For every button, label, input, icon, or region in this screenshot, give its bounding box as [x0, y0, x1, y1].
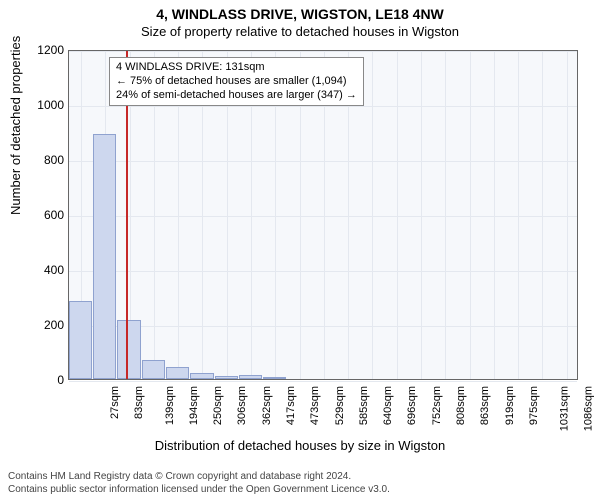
footer-line-2: Contains public sector information licen…	[8, 484, 390, 497]
grid-line-h	[69, 271, 577, 272]
footer-attribution: Contains HM Land Registry data © Crown c…	[8, 471, 390, 496]
x-tick-label: 417sqm	[285, 386, 297, 425]
x-tick-label: 1031sqm	[559, 386, 571, 431]
grid-line-v	[567, 51, 568, 379]
x-tick-label: 640sqm	[382, 386, 394, 425]
x-tick-label: 473sqm	[309, 386, 321, 425]
grid-line-v	[470, 51, 471, 379]
x-tick-label: 1086sqm	[583, 386, 595, 431]
x-tick-label: 362sqm	[261, 386, 273, 425]
grid-line-h	[69, 161, 577, 162]
grid-line-v	[445, 51, 446, 379]
x-tick-label: 139sqm	[164, 386, 176, 425]
histogram-bar	[215, 376, 238, 379]
x-tick-label: 306sqm	[237, 386, 249, 425]
grid-line-v	[494, 51, 495, 379]
marker-callout: 4 WINDLASS DRIVE: 131sqm← 75% of detache…	[109, 57, 364, 106]
y-tick-label: 200	[24, 318, 64, 332]
y-tick-label: 800	[24, 153, 64, 167]
grid-line-v	[542, 51, 543, 379]
histogram-plot: 4 WINDLASS DRIVE: 131sqm← 75% of detache…	[68, 50, 578, 380]
footer-line-1: Contains HM Land Registry data © Crown c…	[8, 471, 390, 484]
page-title: 4, WINDLASS DRIVE, WIGSTON, LE18 4NW	[0, 0, 600, 22]
x-tick-label: 194sqm	[188, 386, 200, 425]
callout-line: ← 75% of detached houses are smaller (1,…	[116, 75, 357, 89]
grid-line-h	[69, 381, 577, 382]
histogram-bar	[190, 373, 213, 379]
histogram-bar	[263, 377, 286, 379]
histogram-bar	[93, 134, 116, 379]
x-axis-label: Distribution of detached houses by size …	[0, 438, 600, 453]
page-subtitle: Size of property relative to detached ho…	[0, 22, 600, 39]
grid-line-h	[69, 216, 577, 217]
x-tick-label: 808sqm	[455, 386, 467, 425]
x-tick-label: 529sqm	[334, 386, 346, 425]
x-tick-label: 585sqm	[358, 386, 370, 425]
x-tick-label: 250sqm	[212, 386, 224, 425]
grid-line-h	[69, 326, 577, 327]
y-tick-label: 0	[24, 373, 64, 387]
x-tick-label: 27sqm	[109, 386, 121, 419]
histogram-bar	[117, 320, 141, 379]
grid-line-v	[372, 51, 373, 379]
histogram-bar	[239, 375, 262, 379]
grid-line-v	[397, 51, 398, 379]
histogram-bar	[69, 301, 92, 379]
x-tick-label: 696sqm	[407, 386, 419, 425]
x-tick-label: 83sqm	[133, 386, 145, 419]
y-tick-label: 600	[24, 208, 64, 222]
x-tick-label: 863sqm	[479, 386, 491, 425]
y-tick-label: 1200	[24, 43, 64, 57]
y-axis-label: Number of detached properties	[8, 36, 23, 215]
grid-line-v	[421, 51, 422, 379]
x-tick-label: 919sqm	[504, 386, 516, 425]
histogram-bar	[142, 360, 165, 379]
x-tick-label: 752sqm	[431, 386, 443, 425]
histogram-bar	[166, 367, 189, 379]
grid-line-v	[518, 51, 519, 379]
callout-line: 4 WINDLASS DRIVE: 131sqm	[116, 61, 357, 75]
grid-line-h	[69, 51, 577, 52]
y-tick-label: 400	[24, 263, 64, 277]
callout-line: 24% of semi-detached houses are larger (…	[116, 89, 357, 103]
y-tick-label: 1000	[24, 98, 64, 112]
x-tick-label: 975sqm	[528, 386, 540, 425]
